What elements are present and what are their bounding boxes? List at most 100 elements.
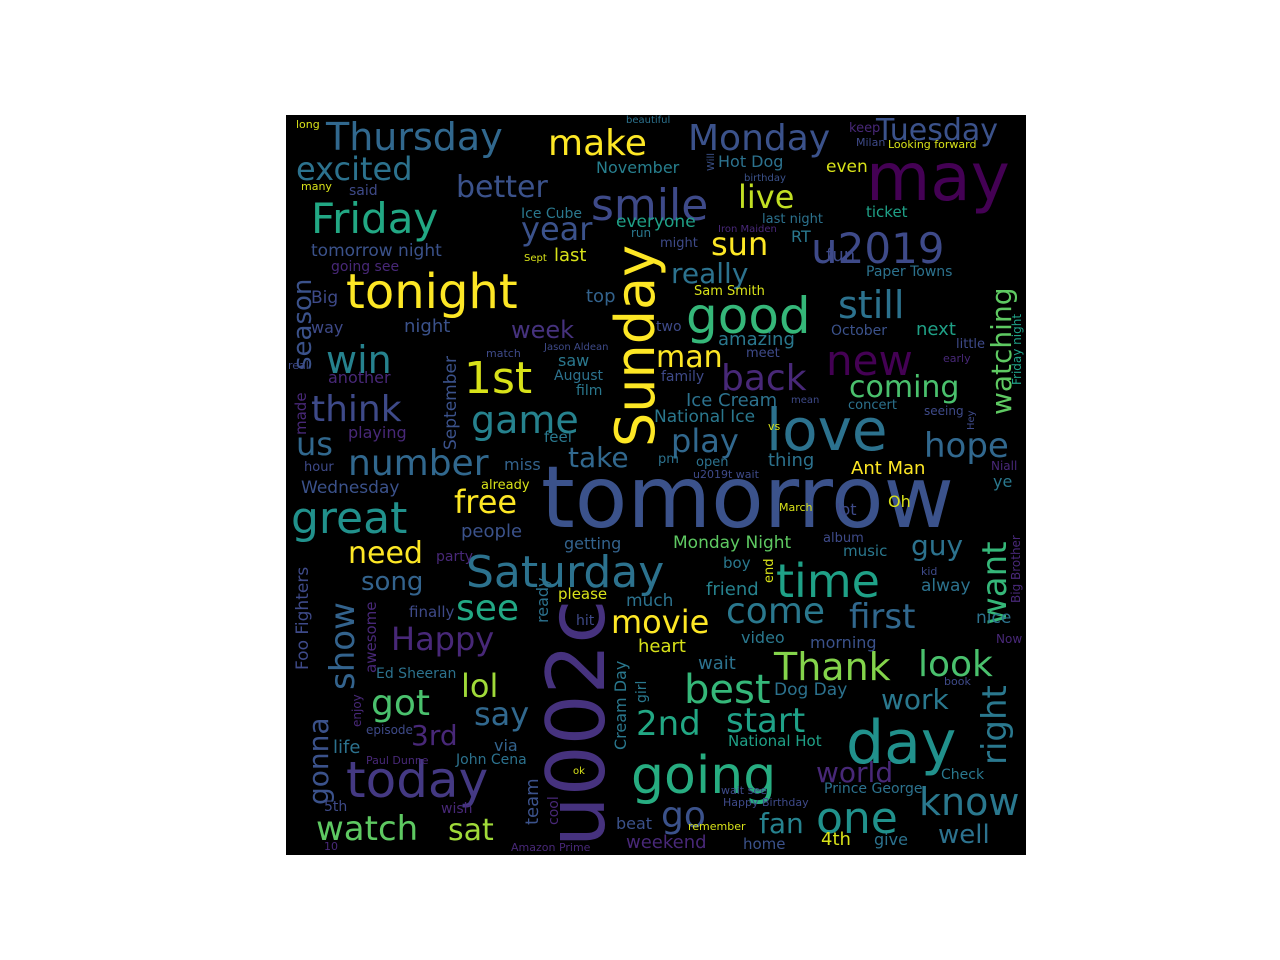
word-work: work bbox=[881, 683, 950, 716]
word-fun: fun bbox=[826, 245, 855, 266]
word-see: see bbox=[456, 588, 519, 629]
word-foo-fighters: Foo Fighters bbox=[293, 567, 313, 670]
word-meet: meet bbox=[746, 346, 780, 361]
word-national-ice: National Ice bbox=[654, 407, 755, 427]
word-u2019t-wait: u2019t wait bbox=[693, 468, 760, 481]
word-may: may bbox=[866, 139, 1010, 216]
word-u2019: u2019 bbox=[811, 224, 945, 273]
word-vs: vs bbox=[768, 420, 781, 433]
word-say: say bbox=[474, 695, 529, 733]
word-concert: concert bbox=[848, 398, 897, 413]
word-got: got bbox=[371, 683, 430, 724]
word-best: best bbox=[684, 667, 771, 713]
word-sept: Sept bbox=[524, 253, 547, 264]
word-team: team bbox=[522, 778, 543, 825]
word-happy-birthday: Happy Birthday bbox=[723, 796, 809, 809]
word-pm: pm bbox=[658, 452, 679, 467]
word-world: world bbox=[816, 756, 893, 789]
word-beat: beat bbox=[616, 814, 652, 833]
word-march: March bbox=[779, 501, 813, 514]
word-week: week bbox=[511, 316, 574, 344]
word-paul-dunne: Paul Dunne bbox=[366, 754, 429, 767]
word-august: August bbox=[554, 368, 604, 384]
word-monday-night: Monday Night bbox=[673, 533, 792, 553]
word-feel: feel bbox=[544, 428, 572, 446]
word-mean: mean bbox=[791, 395, 819, 406]
word-10: 10 bbox=[324, 840, 338, 853]
word-family: family bbox=[661, 369, 704, 385]
word-back: back bbox=[721, 358, 807, 399]
word-girl: girl bbox=[634, 681, 650, 703]
word-check: Check bbox=[941, 767, 985, 783]
word-u002c: u002c bbox=[530, 600, 623, 847]
word-5th: 5th bbox=[324, 799, 347, 815]
word-happy: Happy bbox=[391, 620, 494, 658]
word-last: last bbox=[554, 245, 586, 266]
word-cloud-svg: tomorrow u002c may Sunday love day today going t… bbox=[288, 115, 1024, 854]
word-looking-forward: Looking forward bbox=[888, 138, 976, 151]
word-1st: 1st bbox=[464, 353, 532, 404]
word-might: might bbox=[660, 236, 698, 251]
word-rt: RT bbox=[791, 227, 811, 246]
word-amazing: amazing bbox=[718, 329, 795, 350]
word-wait-see: wait see bbox=[721, 784, 767, 797]
word-coming: coming bbox=[849, 370, 959, 405]
word-know: know bbox=[919, 780, 1019, 824]
word-time: time bbox=[776, 554, 880, 608]
word-everyone: everyone bbox=[616, 212, 696, 232]
word-much: much bbox=[626, 591, 673, 611]
word-think: think bbox=[311, 389, 402, 430]
word-run: run bbox=[631, 226, 651, 240]
word-thing: thing bbox=[768, 450, 814, 471]
word-live: live bbox=[738, 178, 794, 216]
word-sunday: Sunday bbox=[604, 245, 667, 447]
word-season: season bbox=[288, 279, 318, 370]
word-friend: friend bbox=[706, 579, 759, 600]
word-new: new bbox=[826, 336, 913, 385]
word-day: day bbox=[846, 708, 956, 778]
word-home: home bbox=[743, 835, 786, 853]
word-make: make bbox=[548, 123, 647, 164]
word-excited: excited bbox=[296, 150, 413, 188]
word-tuesday: Tuesday bbox=[875, 115, 998, 148]
word-real: real bbox=[288, 359, 309, 372]
word-win: win bbox=[326, 338, 392, 382]
word-ice-cream: Ice Cream bbox=[686, 390, 777, 411]
word-wednesday: Wednesday bbox=[301, 478, 399, 498]
word-book: book bbox=[944, 675, 971, 688]
word-gonna: gonna bbox=[302, 717, 335, 805]
word-well: well bbox=[938, 820, 990, 850]
word-sat: sat bbox=[448, 813, 494, 848]
word-look: look bbox=[918, 644, 993, 685]
word-watching: watching bbox=[985, 288, 1018, 415]
word-still: still bbox=[838, 283, 904, 327]
word-awesome: awesome bbox=[362, 601, 380, 673]
word-weekend: weekend bbox=[626, 832, 707, 853]
word-give: give bbox=[874, 830, 908, 849]
word-friday: Friday bbox=[311, 194, 438, 243]
word-another: another bbox=[328, 368, 391, 387]
word-one: one bbox=[816, 793, 898, 844]
word-made: made bbox=[292, 392, 310, 435]
word-hot-dog: Hot Dog bbox=[718, 152, 783, 171]
word-little: little bbox=[956, 337, 985, 352]
word-life: life bbox=[333, 737, 360, 758]
word-national-hot: National Hot bbox=[728, 732, 822, 750]
word-better: better bbox=[456, 170, 548, 205]
word-keep: keep bbox=[849, 121, 880, 136]
word-going-see: going see bbox=[331, 259, 399, 275]
word-play: play bbox=[671, 422, 739, 460]
word-smile: smile bbox=[591, 180, 708, 231]
word-last-night: last night bbox=[762, 212, 823, 227]
word-take: take bbox=[568, 441, 629, 474]
word-ready: ready bbox=[533, 578, 552, 624]
word-now: Now bbox=[996, 632, 1022, 646]
word-niall: Niall bbox=[991, 459, 1017, 473]
word-ticket: ticket bbox=[866, 203, 908, 221]
word-hit: hit bbox=[576, 613, 595, 629]
word-album: album bbox=[823, 531, 864, 546]
word-dog-day: Dog Day bbox=[774, 680, 847, 700]
word-wish: wish bbox=[441, 801, 473, 817]
word-us: us bbox=[296, 425, 333, 463]
word-ok: ok bbox=[573, 766, 585, 777]
